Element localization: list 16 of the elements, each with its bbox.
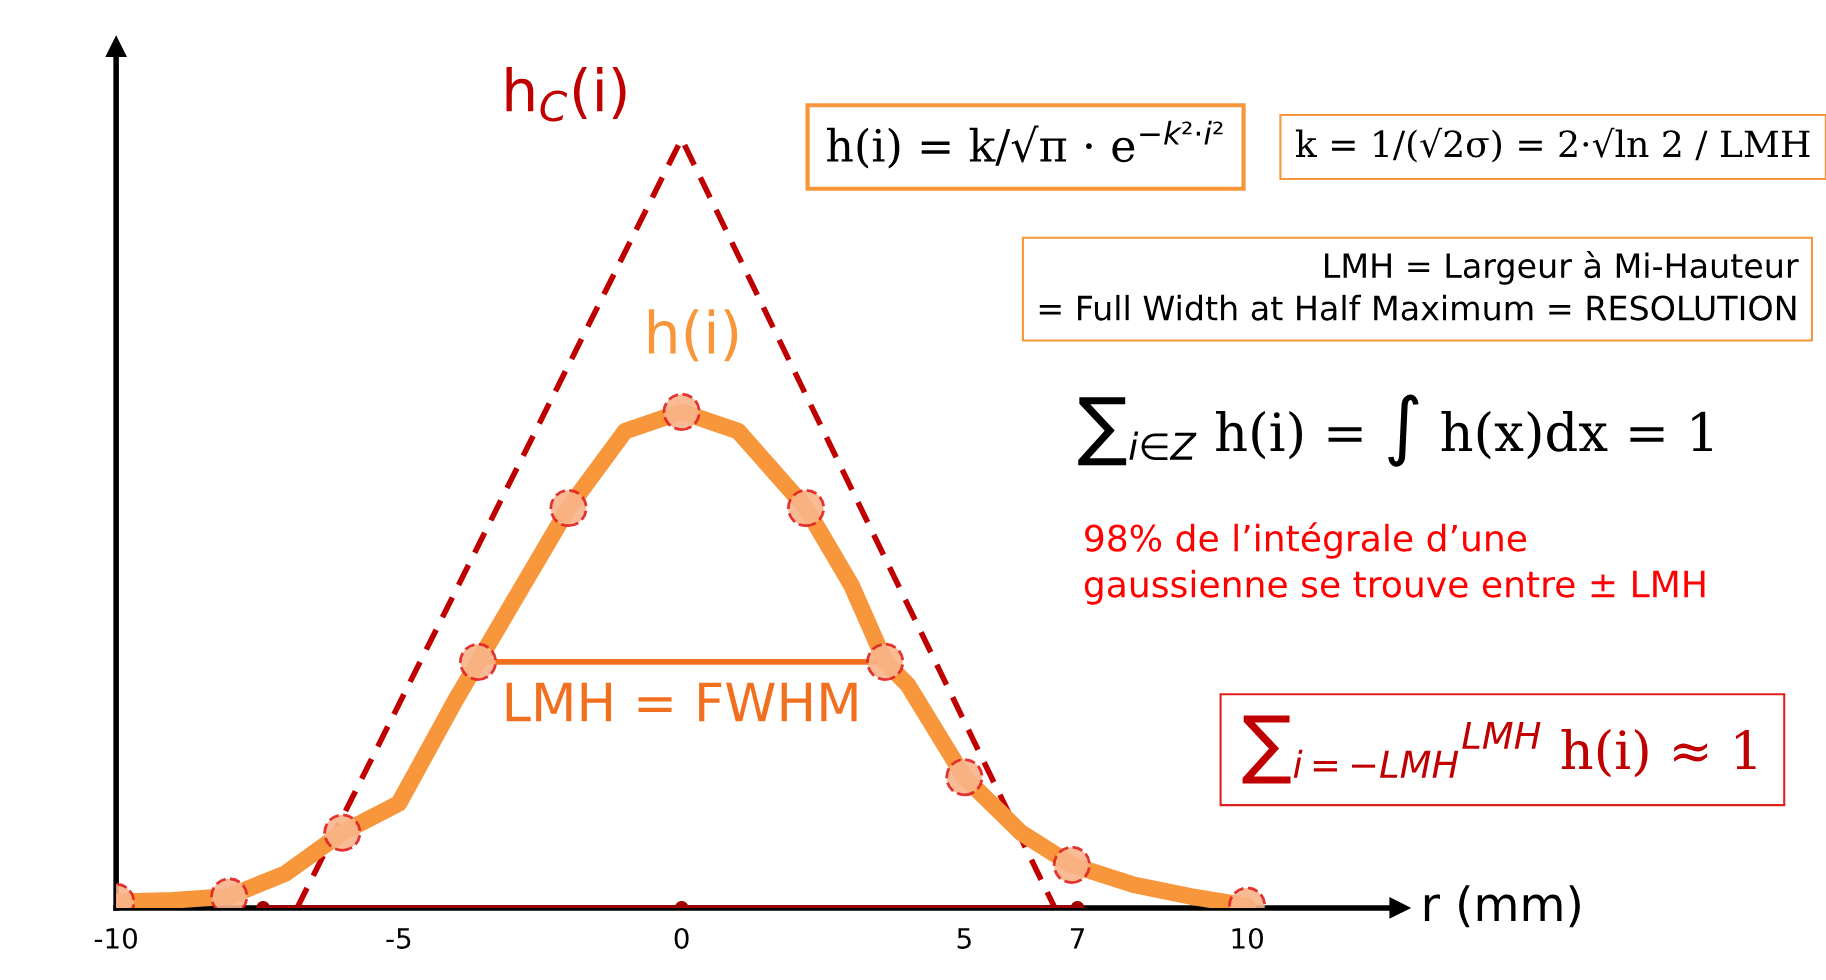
x-tick-label: -10 xyxy=(94,927,137,949)
annotation: 98% de l’intégrale d’une gaussienne se trouve entre ± LMH xyxy=(1084,522,1705,605)
series-label: h(i) xyxy=(648,309,738,362)
annotation: ∑$_{i∈Z}$ h(i) = ∫ h(x)dx = 1 xyxy=(1078,394,1712,467)
annotation: LMH = FWHM xyxy=(506,682,857,722)
x-tick-label: 10 xyxy=(1232,927,1263,949)
x-tick-label: 5 xyxy=(957,928,971,949)
x-tick-label: -5 xyxy=(386,928,411,949)
annotation: ∑$_{i=−LMH}$$^{LMH}$ h(i) ≈ 1 xyxy=(1242,715,1756,784)
x-tick-label: 7 xyxy=(1070,928,1084,949)
annotation: k = 1/(√2σ) = 2·√ln 2 / LMH xyxy=(1295,127,1810,163)
x-tick-label: 0 xyxy=(674,927,689,949)
series-label: h$_{C}$(i) xyxy=(506,67,626,122)
annotation: LMH = Largeur à Mi-Hauteur = Full Width at Half Maximum = RESOLUTION xyxy=(1039,251,1799,321)
annotation: h(i) = k/√π · e$^{−k²·i²}$ xyxy=(826,120,1223,169)
x-axis-title: r (mm) xyxy=(1424,885,1580,928)
